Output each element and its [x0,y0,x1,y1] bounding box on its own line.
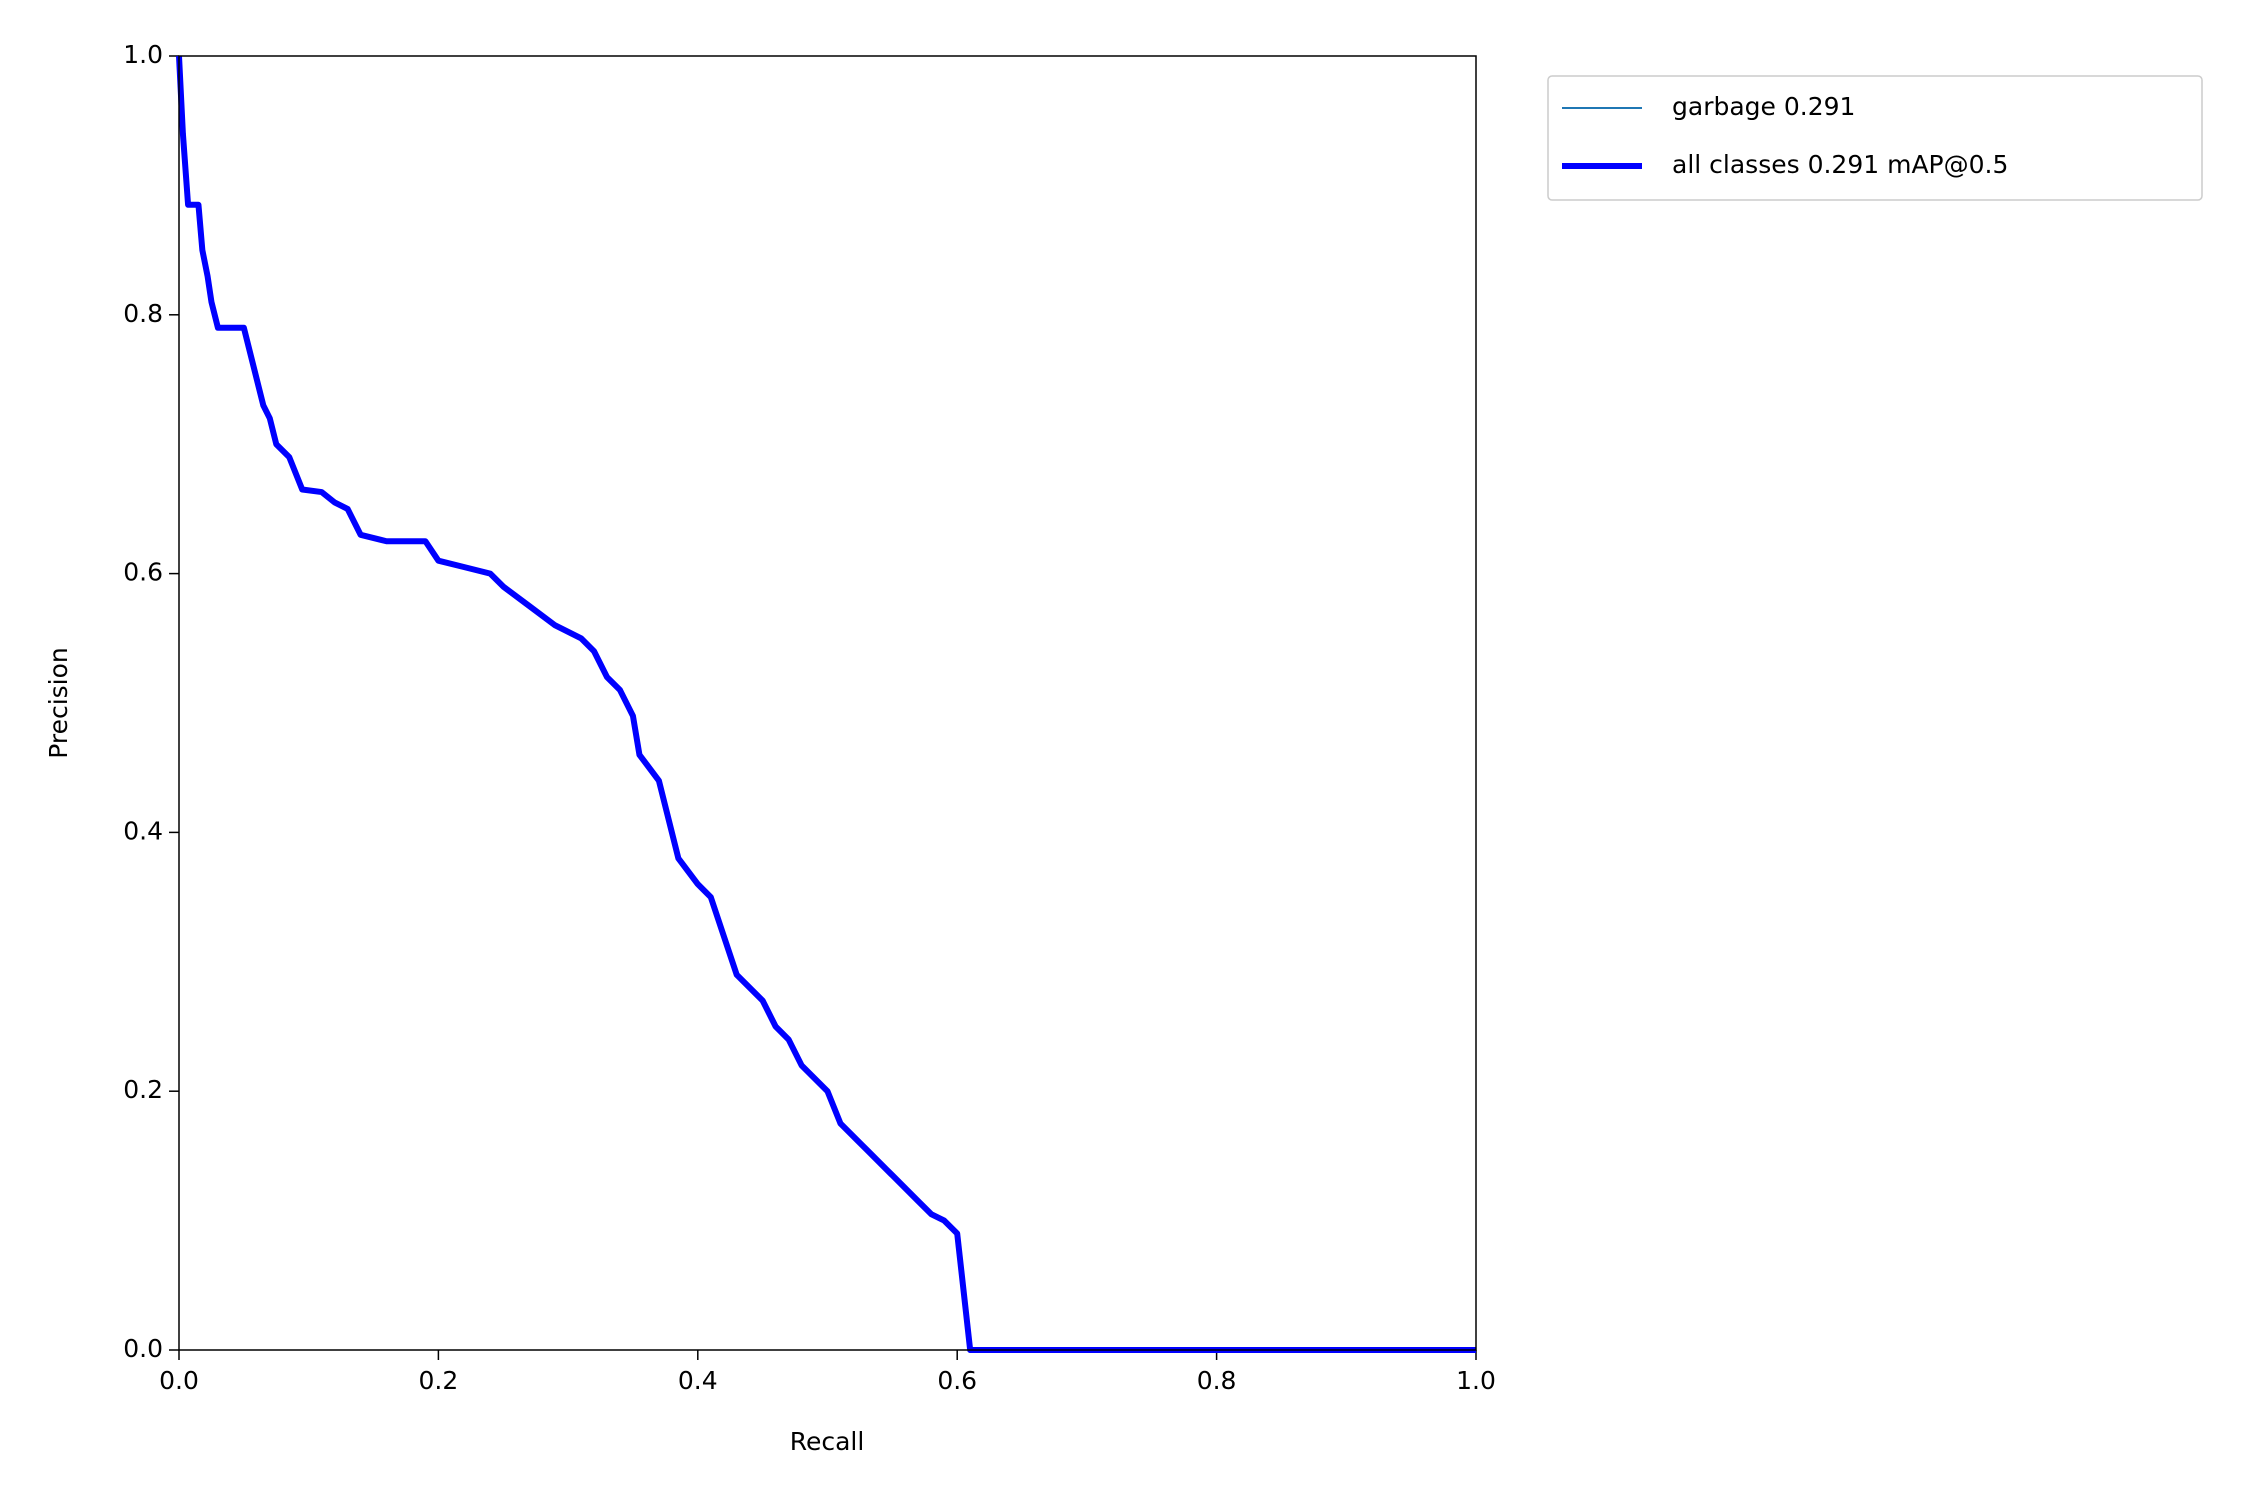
plot-frame [178,55,1477,1351]
y-tick-label: 0.2 [123,1075,163,1104]
x-tick-label: 0.2 [419,1366,459,1395]
y-axis-label: Precision [44,647,73,759]
legend-box [1547,75,2203,201]
y-tick-label: 0.8 [123,299,163,328]
y-tick-label: 0.6 [123,558,163,587]
pr-curve [176,55,1476,1353]
y-tick-label: 0.4 [123,816,163,845]
y-tick-label: 0.0 [123,1334,163,1363]
legend-label: garbage 0.291 [1672,92,1855,121]
legend-label: all classes 0.291 mAP@0.5 [1672,150,2008,179]
x-tick-label: 0.6 [937,1366,977,1395]
x-tick-label: 0.4 [678,1366,718,1395]
x-tick-label: 0.8 [1197,1366,1237,1395]
x-tick-label: 0.0 [159,1366,199,1395]
x-tick-label: 1.0 [1456,1366,1496,1395]
x-axis-label: Recall [790,1427,865,1456]
y-tick-label: 1.0 [123,40,163,69]
